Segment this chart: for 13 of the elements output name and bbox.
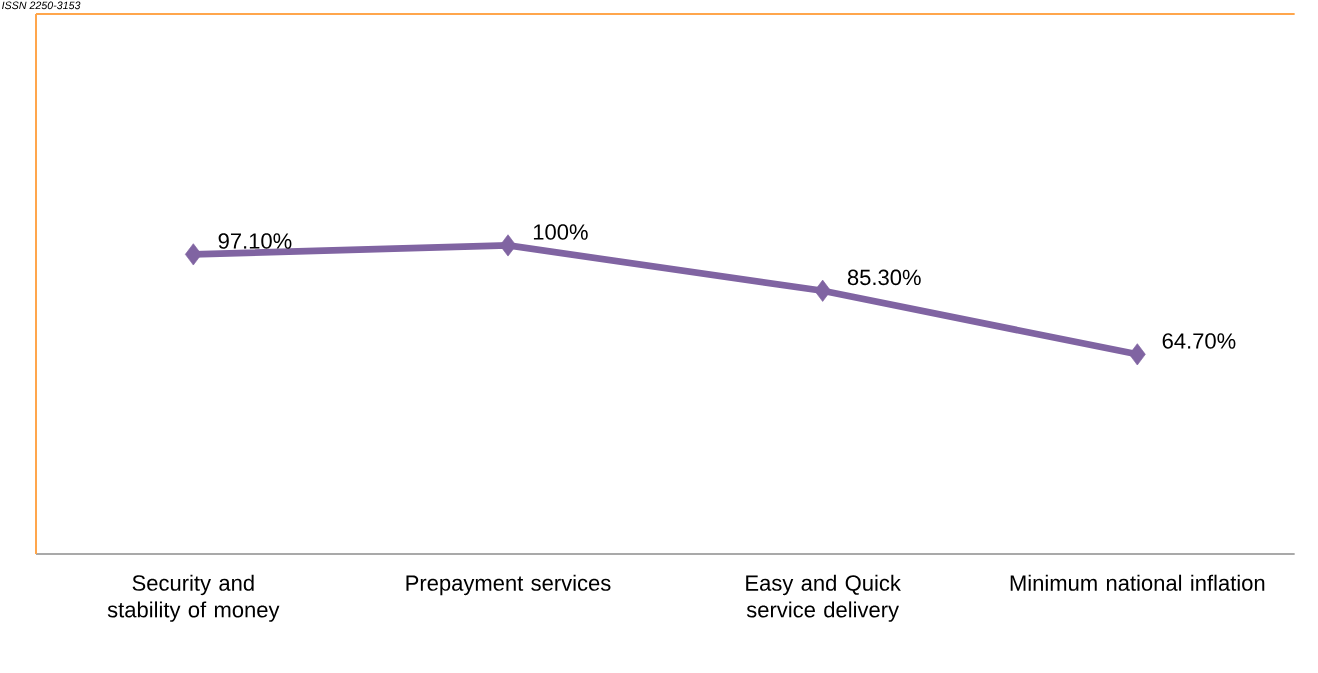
x-tick-label: Prepayment services <box>406 574 611 596</box>
point <box>814 279 832 302</box>
point <box>1128 343 1146 366</box>
point <box>499 234 517 257</box>
data-label: 97.10% <box>218 233 292 249</box>
point <box>185 243 202 266</box>
data-label: 85.30% <box>847 269 921 286</box>
x-tick-label: Easy and Quick service delivery <box>746 574 901 622</box>
data-label: 64.70% <box>1162 333 1236 349</box>
text: ISSN 2250-3153 <box>2 1 81 10</box>
data-label: 100% <box>533 224 588 240</box>
x-tick-label: Security and stability of money <box>107 574 280 622</box>
x-tick-label: Minimum national inflation <box>1010 574 1265 591</box>
